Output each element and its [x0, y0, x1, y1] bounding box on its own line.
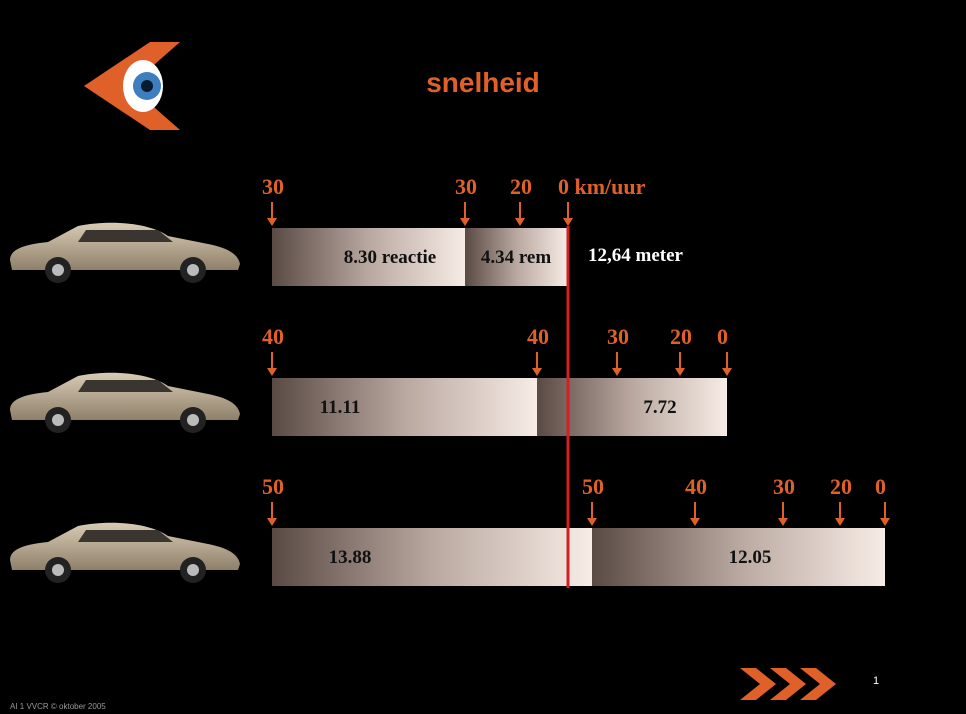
speed-label: 20	[510, 174, 532, 199]
segment-bar	[272, 528, 592, 586]
speed-label: 30	[262, 174, 284, 199]
page-number: 1	[873, 675, 879, 687]
speed-label: 40	[527, 324, 549, 349]
segment-label: 11.11	[320, 397, 361, 418]
hub	[187, 564, 199, 576]
speed-label: 0	[875, 474, 886, 499]
hub	[52, 264, 64, 276]
speed-label: 30	[607, 324, 629, 349]
speed-label: 30	[455, 174, 477, 199]
car-window	[78, 380, 173, 392]
segment-label: 12.05	[729, 547, 772, 568]
speed-label: 40	[685, 474, 707, 499]
speed-label: 20	[830, 474, 852, 499]
hub	[52, 414, 64, 426]
footer: AI 1 VVCR © oktober 2005	[10, 702, 106, 711]
hub	[187, 264, 199, 276]
distance-note: 12,64 meter	[588, 245, 684, 266]
speed-label: 0 km/uur	[558, 174, 646, 199]
speed-label: 50	[262, 474, 284, 499]
speed-label: 0	[717, 324, 728, 349]
speed-label: 40	[262, 324, 284, 349]
car-window	[78, 230, 173, 242]
speed-label: 20	[670, 324, 692, 349]
segment-bar	[272, 378, 537, 436]
speed-label: 50	[582, 474, 604, 499]
segment-bar	[537, 378, 727, 436]
segment-label: 8.30 reactie	[344, 247, 437, 268]
segment-label: 4.34 rem	[481, 247, 552, 268]
speed-label: 30	[773, 474, 795, 499]
title: snelheid	[426, 67, 540, 98]
segment-label: 7.72	[643, 397, 676, 418]
car-window	[78, 530, 173, 542]
hub	[52, 564, 64, 576]
slide: snelheid 8.30 reactie 4.34 rem 30 30 20 0 km/…	[0, 0, 966, 714]
hub	[187, 414, 199, 426]
segment-label: 13.88	[329, 547, 372, 568]
